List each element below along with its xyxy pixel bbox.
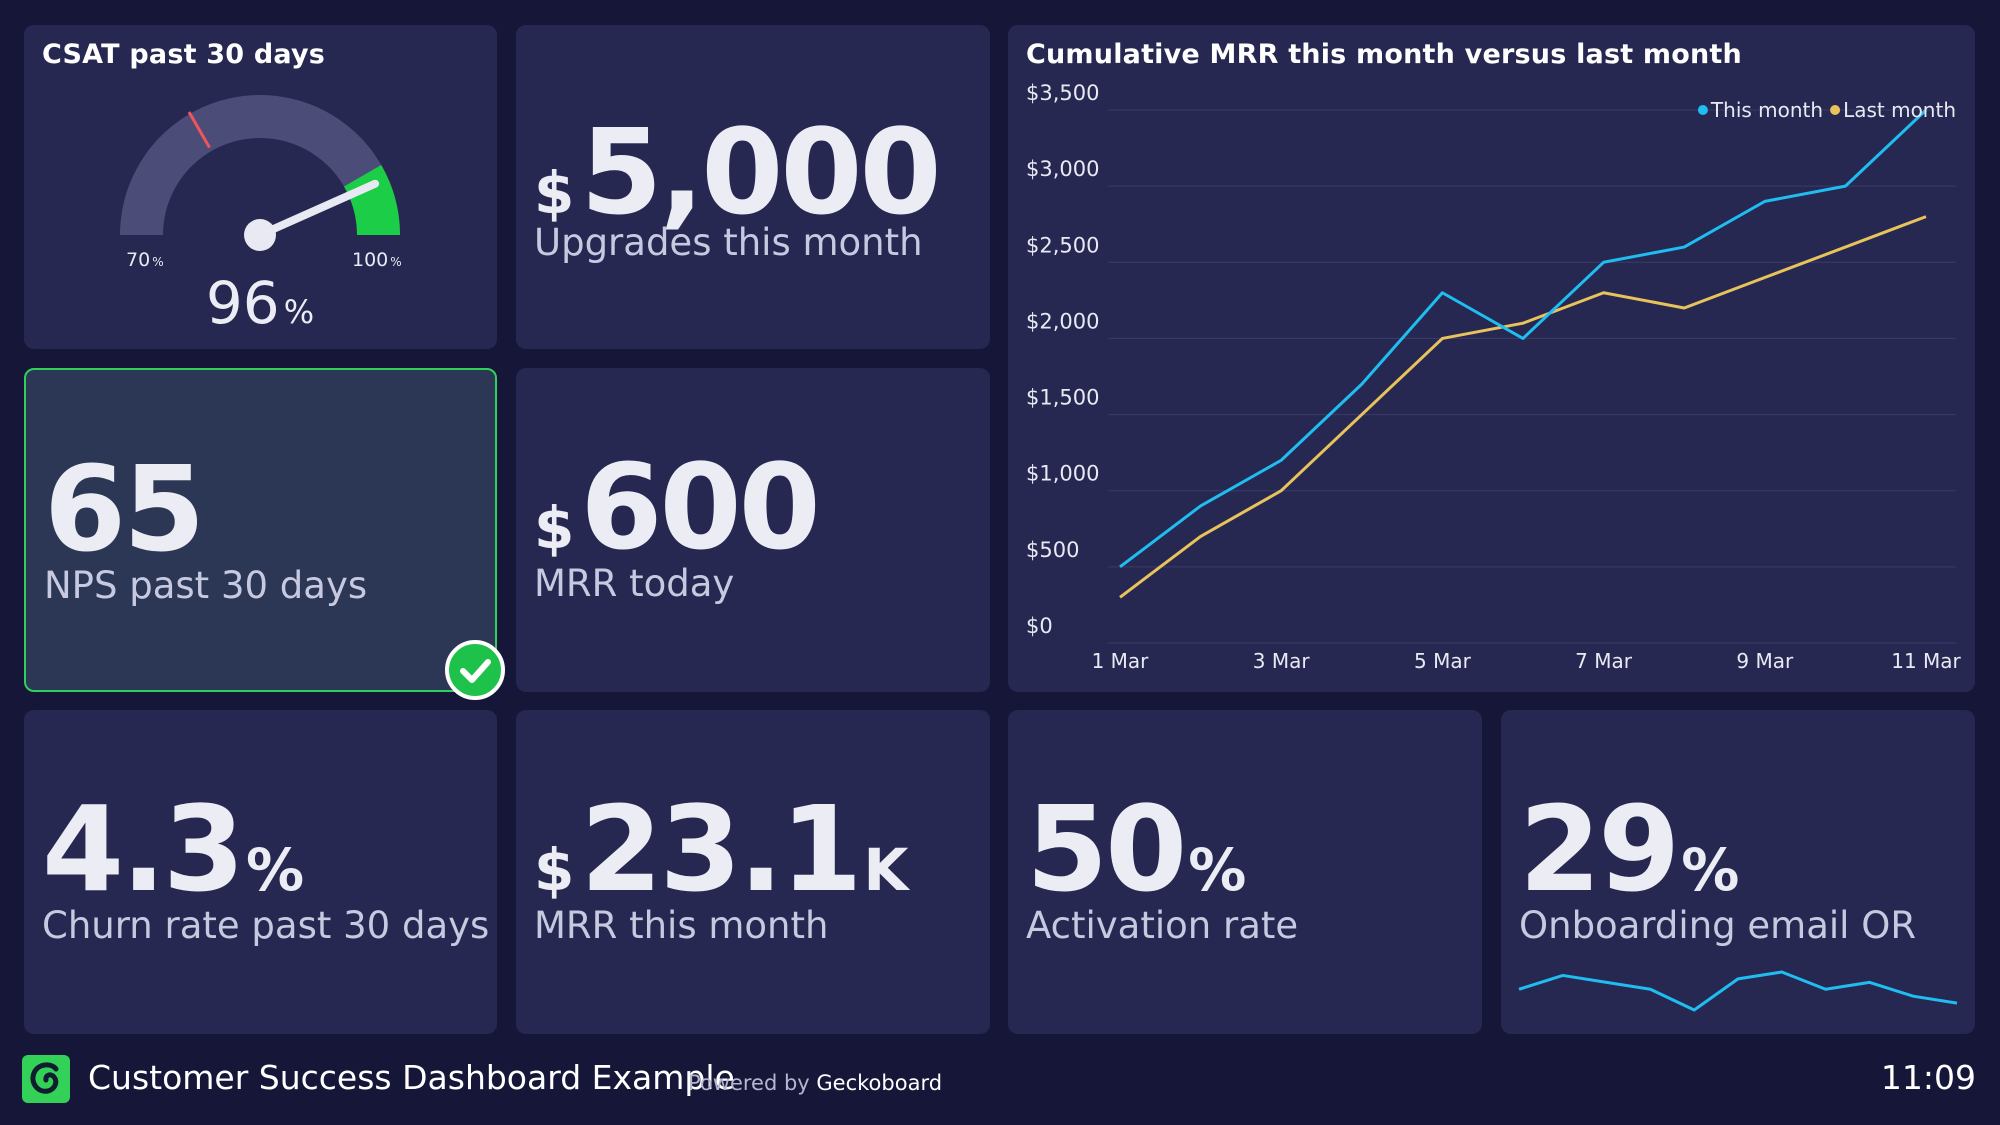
y-tick-label: $1,000 [1026,462,1099,486]
y-tick-label: $3,500 [1026,81,1099,105]
currency-symbol: $ [534,494,575,562]
onboarding-sparkline [1518,970,1958,1012]
y-tick-label: $2,500 [1026,233,1099,257]
x-tick-label: 3 Mar [1253,649,1311,673]
mrr-chart-tile: Cumulative MRR this month versus last mo… [1008,25,1975,692]
series-line-this-month [1119,108,1928,569]
x-tick-label: 9 Mar [1736,649,1794,673]
upgrades-label: Upgrades this month [534,221,923,264]
nps-tile: 65 NPS past 30 days [24,368,497,692]
currency-symbol: $ [534,159,575,227]
status-badge [445,640,505,700]
csat-title: CSAT past 30 days [42,39,326,70]
sparkline-path [1518,970,1958,1012]
legend-dot [1697,105,1708,115]
mrr-today-value: $600 [534,438,821,576]
gauge-min-label: 70% [126,249,164,271]
mrr-line-chart: $0 $500 $1,000 $1,500 $2,000 $2,500 $3,000 $3,5… [1026,81,1962,673]
gauge-green-zone [344,165,400,235]
legend-dot [1830,105,1841,115]
chart-title: Cumulative MRR this month versus last mo… [1026,39,1742,70]
mrr-month-value: $23.1K [534,780,909,918]
check-icon [460,659,491,683]
upgrades-tile: $5,000 Upgrades this month [516,25,990,349]
geckoboard-logo [22,1055,70,1103]
activation-tile: 50% Activation rate [1008,710,1482,1034]
csat-tile: CSAT past 30 days 70% 100% 96% [24,25,497,349]
y-tick-label: $1,500 [1026,386,1099,410]
churn-label: Churn rate past 30 days [42,904,490,947]
gauge-needle [256,179,380,239]
upgrades-value: $5,000 [534,103,942,241]
x-tick-label: 7 Mar [1575,649,1633,673]
gauge-track [120,95,400,235]
onboarding-value: 29% [1519,780,1740,918]
activation-label: Activation rate [1026,904,1299,947]
y-tick-label: $3,000 [1026,157,1099,181]
y-tick-label: $500 [1026,538,1079,562]
csat-value: 96% [206,269,314,337]
churn-tile: 4.3% Churn rate past 30 days [24,710,497,1034]
onboarding-tile: 29% Onboarding email OR [1501,710,1975,1034]
x-tick-label: 1 Mar [1092,649,1150,673]
gauge-threshold-marker [187,111,211,149]
series-line-last-month [1119,215,1927,599]
clock: 11:09 [1880,1058,1976,1097]
onboarding-label: Onboarding email OR [1519,904,1917,947]
mrr-today-label: MRR today [534,562,735,605]
gecko-icon [30,1062,59,1094]
activation-value: 50% [1026,780,1247,918]
legend-label: Last month [1843,98,1956,122]
legend-label: This month [1710,98,1823,122]
gauge-pivot [244,219,276,251]
nps-label: NPS past 30 days [44,564,368,607]
currency-symbol: $ [534,836,575,904]
powered-by: Powered by Geckoboard [688,1071,943,1095]
mrr-month-label: MRR this month [534,904,829,947]
dashboard-title: Customer Success Dashboard Example [88,1058,735,1097]
mrr-today-tile: $600 MRR today [516,368,990,692]
geckoboard-brand: Geckoboard [816,1071,943,1095]
y-tick-label: $0 [1026,614,1053,638]
mrr-month-tile: $23.1K MRR this month [516,710,990,1034]
x-tick-label: 5 Mar [1414,649,1472,673]
gauge-max-label: 100% [352,249,402,271]
y-tick-label: $2,000 [1026,309,1099,333]
churn-value: 4.3% [42,780,305,918]
csat-gauge: 70% 100% 96% [120,95,402,337]
nps-value: 65 [44,440,205,578]
x-tick-label: 11 Mar [1891,649,1961,673]
